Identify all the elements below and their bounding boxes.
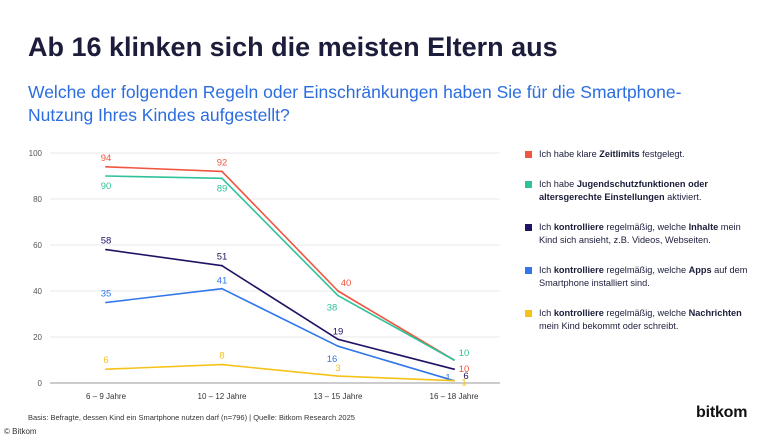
x-tick-label: 16 – 18 Jahre bbox=[430, 392, 479, 401]
legend-text: Ich bbox=[539, 308, 554, 318]
series-line bbox=[105, 175, 455, 361]
legend-text: Inhalte bbox=[688, 222, 719, 232]
data-label: 89 bbox=[217, 183, 228, 194]
data-point bbox=[453, 359, 455, 361]
data-label: 35 bbox=[101, 289, 112, 300]
series-line bbox=[105, 248, 455, 370]
data-point bbox=[221, 363, 223, 366]
data-label: 94 bbox=[101, 153, 112, 164]
data-point bbox=[221, 170, 223, 173]
data-label: 90 bbox=[101, 181, 112, 192]
y-axis: 0 20 40 60 80 100 bbox=[29, 149, 43, 388]
legend-text: Nachrichten bbox=[688, 308, 742, 318]
data-point bbox=[453, 379, 455, 382]
data-label: 92 bbox=[217, 157, 228, 168]
page-title: Ab 16 klinken sich die meisten Eltern au… bbox=[28, 32, 558, 62]
data-label: 40 bbox=[341, 278, 352, 289]
data-label: 51 bbox=[217, 252, 228, 263]
legend-item: Ich kontrolliere regelmäßig, welche Nach… bbox=[525, 307, 757, 333]
series-2: 90 89 38 10 bbox=[101, 175, 470, 361]
data-label: 3 bbox=[335, 363, 340, 374]
data-point bbox=[105, 175, 107, 177]
series-line bbox=[105, 166, 455, 361]
y-tick-label: 40 bbox=[33, 287, 42, 296]
data-point bbox=[337, 290, 339, 292]
data-point bbox=[221, 287, 223, 290]
y-tick-label: 60 bbox=[33, 241, 42, 250]
copyright-credit: © Bitkom bbox=[4, 427, 37, 436]
data-point bbox=[105, 248, 107, 251]
source-note: Basis: Befragte, dessen Kind ein Smartph… bbox=[28, 413, 355, 422]
series-line bbox=[105, 287, 455, 382]
data-label: 1 bbox=[461, 378, 466, 389]
bitkom-logo: bitkom bbox=[696, 404, 748, 421]
legend-text: mein Kind bekommt oder schreibt. bbox=[539, 321, 679, 331]
legend-swatch bbox=[525, 224, 532, 231]
legend-text: aktiviert. bbox=[664, 192, 702, 202]
data-point bbox=[337, 345, 339, 348]
legend-text: kontrolliere bbox=[553, 308, 604, 318]
data-point bbox=[105, 165, 107, 168]
data-point bbox=[221, 264, 223, 267]
data-point bbox=[221, 177, 223, 180]
legend-text: festgelegt. bbox=[639, 149, 685, 159]
x-tick-label: 13 – 15 Jahre bbox=[314, 392, 363, 401]
legend-text: regelmäßig, welche bbox=[603, 265, 689, 275]
data-label: 10 bbox=[459, 364, 470, 375]
data-point bbox=[105, 368, 107, 371]
y-tick-label: 80 bbox=[33, 195, 42, 204]
legend-text: Jugendschutzfunktionen oder altersgerech… bbox=[539, 179, 708, 202]
series-line bbox=[105, 363, 455, 382]
data-label: 1 bbox=[445, 373, 450, 384]
legend-text: kontrolliere bbox=[553, 222, 604, 232]
x-tick-label: 6 – 9 Jahre bbox=[86, 392, 127, 401]
legend-text: kontrolliere bbox=[553, 265, 604, 275]
x-axis: 6 – 9 Jahre 10 – 12 Jahre 13 – 15 Jahre 16 … bbox=[86, 392, 479, 401]
legend-item: Ich habe klare Zeitlimits festgelegt. bbox=[525, 148, 757, 161]
data-point bbox=[337, 294, 339, 297]
legend-swatch bbox=[525, 267, 532, 274]
data-label: 8 bbox=[219, 351, 224, 362]
chart-legend: Ich habe klare Zeitlimits festgelegt. Ich… bbox=[525, 148, 757, 333]
legend-text: regelmäßig, welche bbox=[603, 308, 689, 318]
legend-text: Zeitlimits bbox=[599, 149, 640, 159]
legend-swatch bbox=[525, 310, 532, 317]
legend-text: Ich habe bbox=[539, 179, 577, 189]
legend-item: Ich kontrolliere regelmäßig, welche Inha… bbox=[525, 221, 757, 247]
series-1: 94 92 40 10 bbox=[101, 153, 470, 375]
legend-text: auf dem Smartphone installiert sind. bbox=[539, 265, 748, 288]
legend-item: Ich kontrolliere regelmäßig, welche Apps… bbox=[525, 264, 757, 290]
data-point bbox=[453, 368, 455, 371]
legend-item: Ich habe Jugendschutzfunktionen oder alt… bbox=[525, 178, 757, 204]
data-label: 10 bbox=[459, 348, 470, 359]
series-5: 6 8 3 1 bbox=[103, 351, 466, 389]
legend-text: Apps bbox=[688, 265, 712, 275]
y-tick-label: 20 bbox=[33, 333, 42, 342]
data-label: 19 bbox=[333, 326, 344, 337]
legend-text: Ich bbox=[539, 222, 554, 232]
y-tick-label: 100 bbox=[29, 149, 43, 158]
data-point bbox=[337, 338, 339, 341]
page-subtitle: Welche der folgenden Regeln oder Einschr… bbox=[28, 82, 682, 125]
y-tick-label: 0 bbox=[38, 379, 43, 388]
legend-swatch bbox=[525, 181, 532, 188]
legend-swatch bbox=[525, 151, 532, 158]
data-label: 6 bbox=[103, 355, 108, 366]
legend-text: Ich bbox=[539, 265, 554, 275]
data-label: 16 bbox=[327, 354, 338, 365]
data-label: 58 bbox=[101, 236, 112, 247]
x-tick-label: 10 – 12 Jahre bbox=[198, 392, 247, 401]
legend-text: Ich habe klare bbox=[539, 149, 600, 159]
data-label: 41 bbox=[217, 276, 228, 287]
legend-text: mein Kind sich ansieht, z.B. Videos, Web… bbox=[539, 222, 741, 245]
chart-gridlines bbox=[50, 152, 500, 384]
legend-text: regelmäßig, welche bbox=[603, 222, 689, 232]
series-3: 58 51 19 6 bbox=[101, 236, 469, 383]
data-point bbox=[337, 375, 339, 377]
data-label: 38 bbox=[327, 303, 338, 314]
data-point bbox=[105, 301, 107, 304]
data-label: 6 bbox=[463, 371, 468, 382]
